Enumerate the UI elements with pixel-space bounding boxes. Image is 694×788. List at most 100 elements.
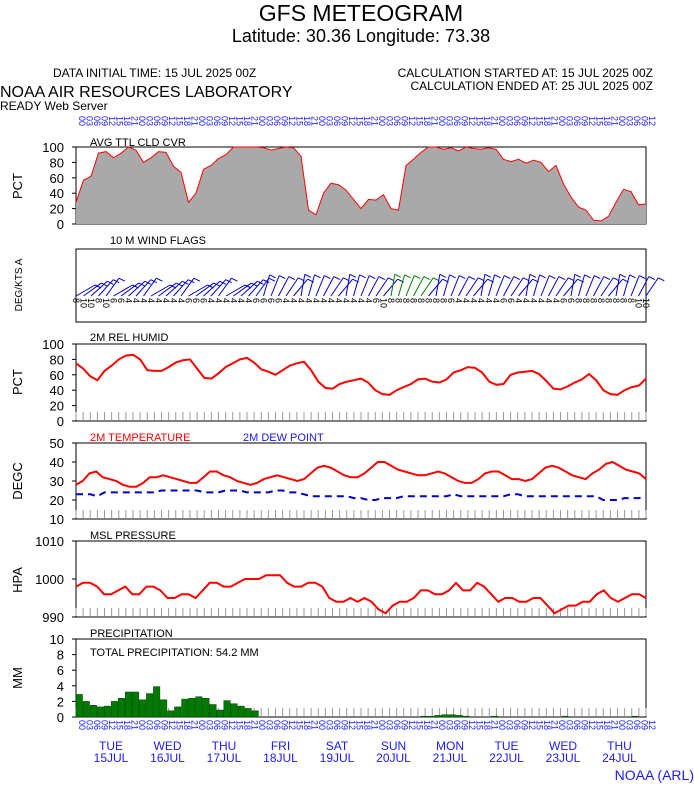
wind-barb	[90, 280, 108, 297]
wind-barb-flag	[484, 273, 492, 278]
wind-barb	[158, 282, 177, 297]
wind-barb	[563, 278, 579, 297]
day-name: WED	[154, 739, 182, 753]
wind-barb	[420, 277, 434, 297]
wind-barb-flag	[193, 277, 201, 282]
wind-barb	[353, 274, 361, 297]
ytick-label: 100	[42, 140, 64, 155]
bottom-time-label: 15	[415, 720, 425, 730]
precip-total: TOTAL PRECIPITATION: 54.2 MM	[90, 647, 259, 659]
wind-barb-flag	[504, 275, 511, 280]
top-time-label: 06	[632, 116, 642, 126]
precip-bar	[441, 714, 449, 718]
wind-barb	[480, 274, 486, 297]
top-time-label: 15	[475, 116, 485, 126]
wind-speed-label: 8	[94, 298, 104, 303]
wind-speed-label: 6	[191, 298, 201, 303]
bottom-time-label: 09	[520, 720, 530, 730]
precip-bar	[223, 700, 231, 718]
wind-barb-flag	[404, 274, 411, 279]
bottom-time-label: 03	[445, 720, 455, 730]
ytick-label: 80	[50, 155, 64, 170]
wind-barb	[555, 277, 569, 297]
wind-speed-label: 10	[101, 298, 111, 308]
panel-frame-2	[75, 343, 647, 422]
wind-speed-label: 4	[221, 298, 231, 303]
wind-speed-label: 4	[469, 298, 479, 303]
wind-speed-label: 4	[229, 298, 239, 303]
bottom-time-label: 15	[295, 720, 305, 730]
wind-speed-label: 4	[289, 298, 299, 303]
precip-bar	[230, 703, 238, 718]
wind-speed-label: 4	[461, 298, 471, 303]
wind-speed-label: 4	[206, 298, 216, 303]
top-time-label: 06	[392, 116, 402, 126]
bottom-time-label: 06	[92, 720, 102, 730]
wind-barb	[285, 277, 299, 297]
day-name: SAT	[326, 739, 349, 753]
wind-speed-label: 4	[334, 298, 344, 303]
precip-bar	[420, 715, 428, 718]
bottom-time-label: 21	[190, 720, 200, 730]
wind-speed-label: 8	[604, 298, 614, 303]
wind-speed-label: 8	[394, 298, 404, 303]
precip-bar	[125, 691, 133, 718]
wind-speed-label: 4	[304, 298, 314, 303]
wind-speed-label: 4	[214, 298, 224, 303]
precip-bar	[448, 714, 456, 718]
bottom-time-label: 00	[317, 720, 327, 730]
bottom-time-label: 12	[167, 720, 177, 730]
ytick-label: 40	[50, 186, 64, 201]
precip-bar	[89, 705, 97, 718]
rh-line	[75, 353, 647, 396]
top-time-label: 00	[617, 116, 627, 126]
day-date: 17JUL	[207, 751, 242, 765]
ytick-label: 4	[57, 679, 64, 694]
wind-speed-label: 8	[581, 298, 591, 303]
bottom-time-label: 00	[77, 720, 87, 730]
wind-barb	[120, 282, 140, 297]
top-time-label: 18	[302, 116, 312, 126]
top-time-label: 00	[137, 116, 147, 126]
wind-barb-flag	[378, 276, 386, 281]
dewpoint-legend: 2M DEW POINT	[243, 432, 324, 444]
ytick-label: 100	[42, 337, 64, 352]
wind-speed-label: 6	[371, 298, 381, 303]
wind-barb-flag	[639, 275, 646, 280]
wind-speed-label: 10	[634, 298, 644, 308]
wind-speed-label: 6	[446, 298, 456, 303]
day-date: 18JUL	[263, 751, 298, 765]
precip-bar	[146, 693, 154, 718]
top-time-label: 00	[317, 116, 327, 126]
day-name: WED	[549, 739, 577, 753]
bottom-time-label: 06	[152, 720, 162, 730]
bottom-time-label: 03	[145, 720, 155, 730]
panel-frame-4	[75, 540, 647, 618]
day-name: TUE	[99, 739, 123, 753]
wind-barb-flag	[529, 273, 537, 278]
wind-barb-flag	[558, 276, 566, 281]
top-time-label: 15	[535, 116, 545, 126]
bottom-time-label: 06	[572, 720, 582, 730]
wind-barb	[465, 277, 479, 297]
wind-barb	[315, 275, 325, 297]
precip-bar	[434, 715, 442, 718]
wind-barb	[210, 279, 227, 297]
bottom-time-label: 18	[602, 720, 612, 730]
wind-barb-flag	[324, 275, 331, 280]
top-time-label: 03	[145, 116, 155, 126]
wind-speed-label: 4	[551, 298, 561, 303]
wind-barb	[593, 276, 605, 297]
ytick-label: 10	[50, 512, 64, 527]
bottom-time-label: 00	[617, 720, 627, 730]
precip-bar	[427, 715, 435, 718]
ytick-label: 20	[50, 202, 64, 217]
wind-barb	[405, 275, 415, 297]
wind-speed-label: 4	[161, 298, 171, 303]
top-time-label: 12	[107, 116, 117, 126]
wind-speed-label: 4	[476, 298, 486, 303]
precip-bar	[216, 709, 224, 718]
top-time-label: 18	[242, 116, 252, 126]
wind-speed-label: 4	[341, 298, 351, 303]
wind-barb-flag	[658, 277, 665, 282]
